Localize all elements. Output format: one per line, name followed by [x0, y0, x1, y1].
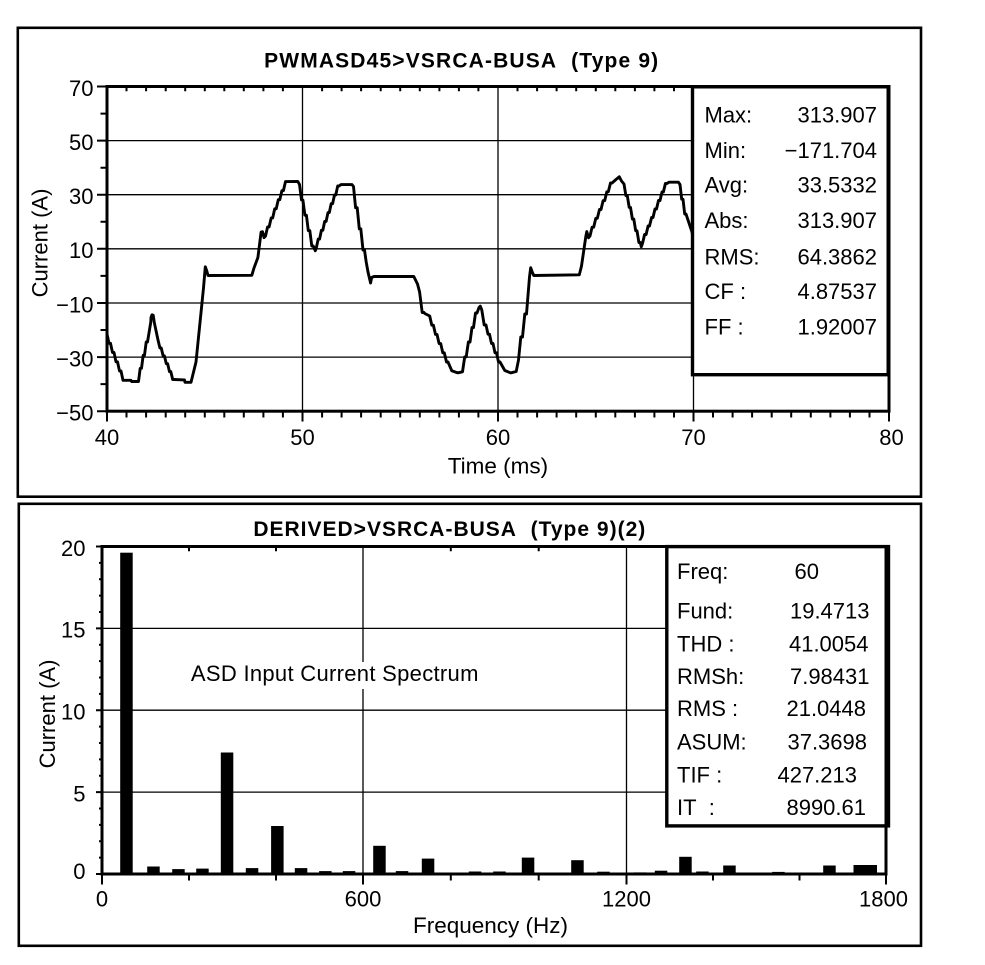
- svg-text:313.907: 313.907: [797, 208, 877, 233]
- svg-text:8990.61: 8990.61: [786, 795, 866, 820]
- svg-text:RMSh:: RMSh:: [677, 664, 744, 689]
- svg-text:Max:: Max:: [705, 102, 753, 127]
- svg-text:600: 600: [345, 887, 382, 912]
- svg-text:21.0448: 21.0448: [786, 696, 866, 721]
- svg-text:0: 0: [73, 859, 85, 884]
- svg-text:Abs:: Abs:: [705, 208, 749, 233]
- svg-text:Current (A): Current (A): [35, 660, 60, 769]
- svg-text:ASD Input Current Spectrum: ASD Input Current Spectrum: [191, 661, 479, 686]
- svg-text:427.213: 427.213: [777, 762, 857, 787]
- svg-text:20: 20: [61, 536, 85, 561]
- svg-text:CF :: CF :: [705, 279, 747, 304]
- svg-text:ASUM:: ASUM:: [677, 730, 747, 755]
- svg-text:60: 60: [486, 425, 510, 450]
- svg-text:Avg:: Avg:: [705, 172, 749, 197]
- svg-text:DERIVED>VSRCA-BUSA (Type 9)(2: DERIVED>VSRCA-BUSA (Type 9)(2): [253, 518, 646, 541]
- svg-text:Frequency (Hz): Frequency (Hz): [413, 913, 568, 938]
- svg-text:4.87537: 4.87537: [797, 279, 877, 304]
- svg-text:15: 15: [61, 618, 85, 643]
- svg-text:Time (ms): Time (ms): [448, 454, 548, 479]
- svg-text:−30: −30: [56, 346, 93, 371]
- svg-text:50: 50: [290, 425, 314, 450]
- svg-text:10: 10: [61, 700, 85, 725]
- svg-text:Min:: Min:: [705, 138, 747, 163]
- svg-text:RMS:: RMS:: [705, 245, 760, 270]
- svg-text:−171.704: −171.704: [785, 138, 877, 163]
- svg-text:60: 60: [795, 559, 819, 584]
- svg-text:FF :: FF :: [705, 315, 744, 340]
- svg-text:33.5332: 33.5332: [797, 172, 877, 197]
- svg-text:Current (A): Current (A): [28, 189, 53, 298]
- svg-text:THD :: THD :: [677, 632, 734, 657]
- svg-text:Fund:: Fund:: [677, 598, 733, 623]
- svg-text:TIF :: TIF :: [677, 762, 722, 787]
- svg-text:41.0054: 41.0054: [789, 632, 869, 657]
- svg-text:RMS :: RMS :: [677, 696, 738, 721]
- svg-text:−10: −10: [56, 292, 93, 317]
- svg-text:313.907: 313.907: [797, 102, 877, 127]
- svg-text:40: 40: [95, 425, 119, 450]
- svg-text:1200: 1200: [602, 887, 651, 912]
- svg-text:19.4713: 19.4713: [790, 598, 870, 623]
- svg-text:80: 80: [879, 425, 903, 450]
- svg-text:Freq:: Freq:: [677, 559, 728, 584]
- svg-text:5: 5: [73, 781, 85, 806]
- svg-text:−50: −50: [56, 401, 93, 426]
- svg-text:IT :: IT :: [677, 795, 715, 820]
- svg-text:37.3698: 37.3698: [787, 730, 867, 755]
- svg-text:70: 70: [69, 76, 93, 101]
- svg-text:64.3862: 64.3862: [797, 245, 877, 270]
- svg-text:PWMASD45>VSRCA-BUSA (Type 9): PWMASD45>VSRCA-BUSA (Type 9): [264, 49, 659, 72]
- svg-text:0: 0: [96, 887, 108, 912]
- svg-text:50: 50: [69, 130, 93, 155]
- svg-text:10: 10: [69, 238, 93, 263]
- svg-text:30: 30: [69, 184, 93, 209]
- svg-text:1800: 1800: [859, 887, 908, 912]
- svg-text:1.92007: 1.92007: [797, 315, 877, 340]
- svg-text:7.98431: 7.98431: [790, 664, 870, 689]
- svg-text:70: 70: [681, 425, 705, 450]
